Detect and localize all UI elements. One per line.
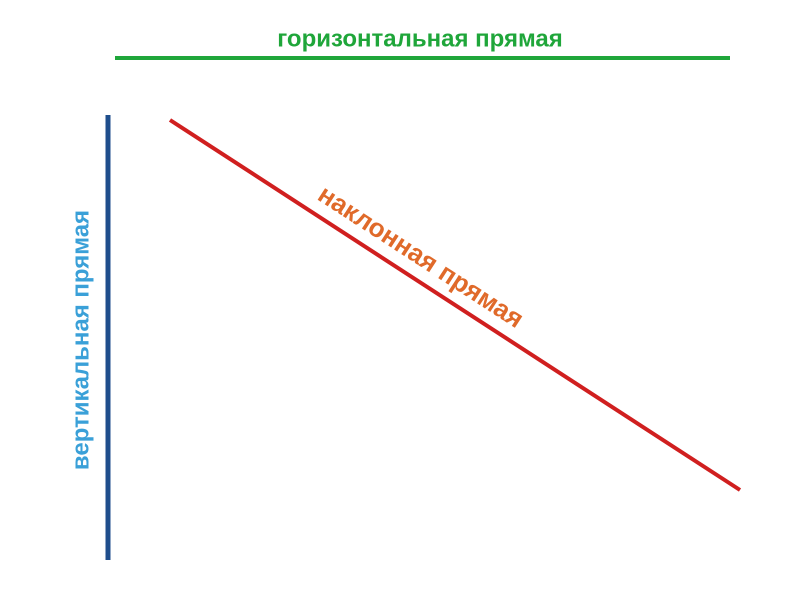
vertical-label: вертикальная прямая bbox=[67, 210, 94, 470]
diagonal-line bbox=[170, 120, 740, 490]
horizontal-label: горизонтальная прямая bbox=[277, 25, 563, 52]
diagonal-label: наклонная прямая bbox=[313, 179, 530, 334]
lines-diagram: горизонтальная прямая вертикальная пряма… bbox=[0, 0, 800, 600]
